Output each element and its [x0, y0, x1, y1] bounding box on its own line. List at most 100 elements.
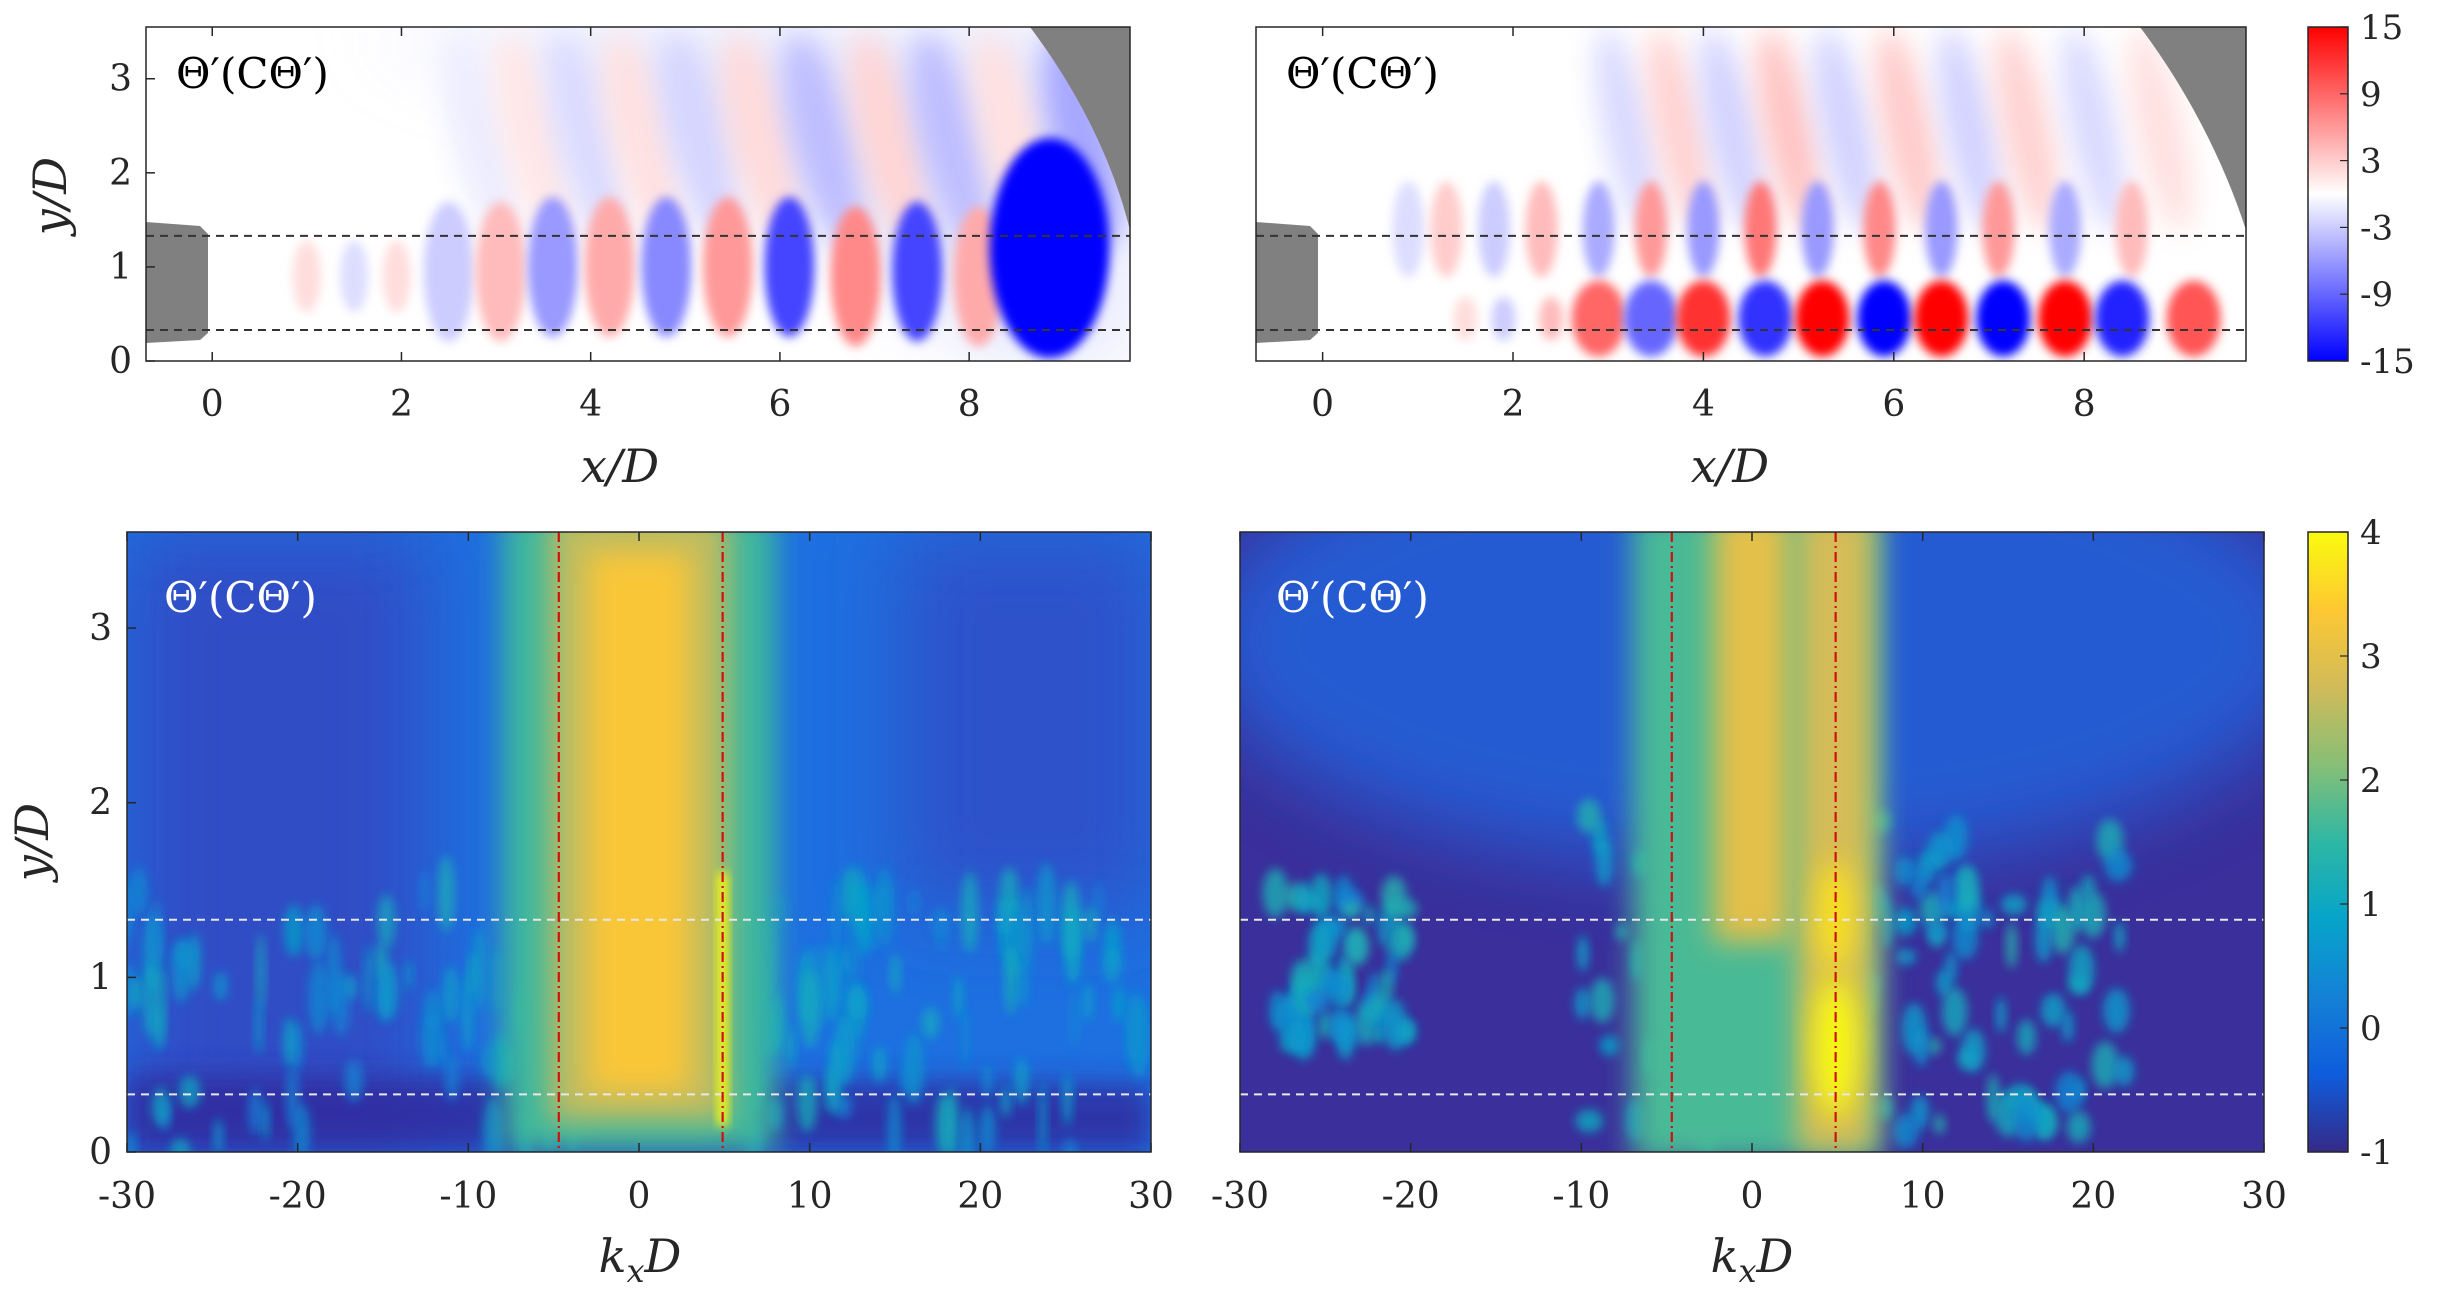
br-xticks-label-1: -20: [1382, 1176, 1440, 1217]
cbtop-ticks-label-3: -3: [2360, 208, 2393, 248]
top-left-packet-6: [584, 196, 635, 337]
tr-xticks-label-4: 8: [2073, 384, 2096, 425]
top-left-wave-front-10: [849, 32, 929, 247]
bottom-right-speckle-168: [1288, 1019, 1306, 1053]
tr-xticks-label-3: 6: [1882, 384, 1905, 425]
top-right-packet-1-11: [2038, 280, 2093, 357]
bottom-right-speckle-37: [2114, 921, 2125, 953]
bottom-right-speckle-57: [1944, 951, 1958, 983]
bottom-left-speckle-123: [786, 1025, 796, 1067]
bottom-right-field: [1240, 532, 2264, 1152]
bottom-left-speckle-146: [873, 866, 895, 947]
top-right-wave-front-7: [1757, 27, 1822, 234]
tl-yticks-label-2: 2: [109, 153, 132, 194]
bottom-right-speckle-142: [1941, 987, 1968, 1037]
bottom-left-speckle-72: [943, 1087, 959, 1152]
bottom-right-speckle-153: [1383, 999, 1407, 1051]
cbbot-ticks-label-5: -1: [2360, 1133, 2393, 1173]
bottom-left-speckle-12: [461, 973, 474, 1052]
top-left-panel-title: Θ′(CΘ′): [176, 49, 329, 98]
bottom-right-speckle-155: [2066, 1110, 2091, 1144]
top-right-packet-1-13: [2166, 280, 2221, 357]
top-right-wave-front-11: [1995, 27, 2060, 234]
bottom-left-y-ticks: 0 1 2 3: [89, 608, 136, 1173]
bottom-left-speckle-33: [437, 855, 455, 932]
bottom-left-speckle-105: [982, 1062, 993, 1099]
top-right-wave-front-10: [1937, 27, 2002, 234]
top-left-packet-8: [702, 196, 753, 337]
tr-xticks-label-1: 2: [1502, 384, 1525, 425]
top-right-masked-region: [2140, 27, 2246, 230]
top-left-wave-front-9: [783, 32, 862, 247]
bottom-left-speckle-75: [1093, 882, 1103, 922]
top-left-packet-0: [292, 240, 321, 313]
top-left-wave-front-3: [442, 32, 522, 247]
top-right-packet-0-4: [1582, 181, 1615, 278]
top-right-packet-1-4: [1624, 280, 1679, 357]
top-right-packet-0-7: [1744, 181, 1777, 278]
bottom-left-speckle-158: [283, 1016, 296, 1067]
top-left-wave-front-13: [1043, 32, 1123, 247]
bottom-right-speckle-164: [1305, 989, 1331, 1015]
top-left-wave-front-4: [494, 32, 574, 247]
tl-xticks-label-1: 2: [390, 384, 413, 425]
top-colorbar: 15 9 3 -3 -9 -15: [2307, 8, 2415, 382]
bottom-left-speckle-150: [157, 966, 166, 1049]
bottom-right-speckle-86: [1378, 908, 1389, 947]
top-left-x-label: x/D: [581, 439, 659, 493]
bottom-right-speckle-109: [1877, 1094, 1893, 1121]
top-left-wave-front-5: [546, 32, 626, 247]
bottom-right-speckle-85: [2113, 1055, 2135, 1087]
bottom-right-speckle-65: [2005, 922, 2018, 969]
bottom-left-speckle-147: [847, 985, 868, 1021]
bottom-left-speckle-119: [979, 1105, 996, 1152]
bottom-left-speckle-47: [1069, 988, 1081, 1049]
br-xticks-label-0: -30: [1211, 1176, 1269, 1217]
bottom-right-speckle-135: [1925, 920, 1948, 943]
bl-xticks-label-1: -20: [269, 1176, 327, 1217]
bottom-right-speckle-149: [1576, 935, 1589, 972]
cbbot-ticks-label-0: 4: [2360, 513, 2382, 553]
top-right-wave-front-8: [1814, 27, 1879, 234]
bottom-right-speckle-144: [1392, 898, 1418, 920]
bottom-left-speckle-94: [936, 917, 948, 953]
bottom-right-speckle-76: [2001, 894, 2027, 916]
bottom-right-speckle-158: [1319, 969, 1347, 999]
bottom-left-speckle-61: [308, 961, 330, 1035]
bottom-left-speckle-74: [1000, 1086, 1011, 1118]
bottom-left-speckle-103: [248, 1088, 263, 1135]
panel-top-left: Θ′(CΘ′) 0 2 4 6 8 0 1 2 3 x/D y/D: [23, 26, 1131, 493]
top-left-wave-front-11: [910, 32, 990, 247]
bottom-left-speckle-60: [1014, 1057, 1029, 1105]
bottom-left-speckle-110: [995, 897, 1012, 936]
top-left-x-ticks: 0 2 4 6 8: [201, 27, 981, 425]
top-right-packet-0-1: [1430, 181, 1463, 278]
bottom-left-x-label-k: k: [599, 1229, 627, 1283]
bottom-right-speckle-100: [1927, 1037, 1941, 1055]
top-left-wave-front-8: [721, 32, 801, 247]
bottom-left-speckle-130: [887, 1093, 902, 1152]
bottom-left-speckle-116: [1004, 946, 1017, 1016]
cbtop-ticks-label-2: 3: [2360, 142, 2382, 182]
bottom-left-speckle-139: [855, 881, 874, 957]
bottom-left-speckle-86: [903, 1032, 924, 1105]
bottom-left-speckle-23: [1038, 1081, 1047, 1152]
top-right-packet-0-5: [1635, 181, 1668, 278]
bottom-right-speckle-138: [2068, 944, 2095, 995]
tl-yticks-label-3: 3: [109, 59, 132, 100]
cbbot-ticks-label-4: 0: [2360, 1009, 2382, 1049]
bottom-left-speckle-84: [481, 1045, 499, 1078]
bottom-left-speckle-38: [423, 989, 443, 1031]
top-right-packet-1-7: [1795, 280, 1850, 357]
top-right-packet-0-8: [1801, 181, 1834, 278]
bottom-right-speckle-79: [2091, 1041, 2119, 1089]
top-right-wave-packets: [1392, 181, 2221, 357]
bl-yticks-label-0: 0: [89, 1132, 112, 1173]
bottom-right-speckle-117: [1328, 1008, 1351, 1043]
bottom-left-speckle-114: [841, 866, 859, 925]
bottom-left-speckle-50: [127, 1131, 136, 1152]
bottom-right-speckle-121: [2017, 1019, 2036, 1056]
bottom-left-speckle-125: [344, 1059, 364, 1102]
bottom-left-speckle-124: [150, 899, 162, 964]
panel-bottom-right: Θ′(CΘ′) -30 -20 -10 0 10 20 30 kxD: [1211, 531, 2287, 1289]
